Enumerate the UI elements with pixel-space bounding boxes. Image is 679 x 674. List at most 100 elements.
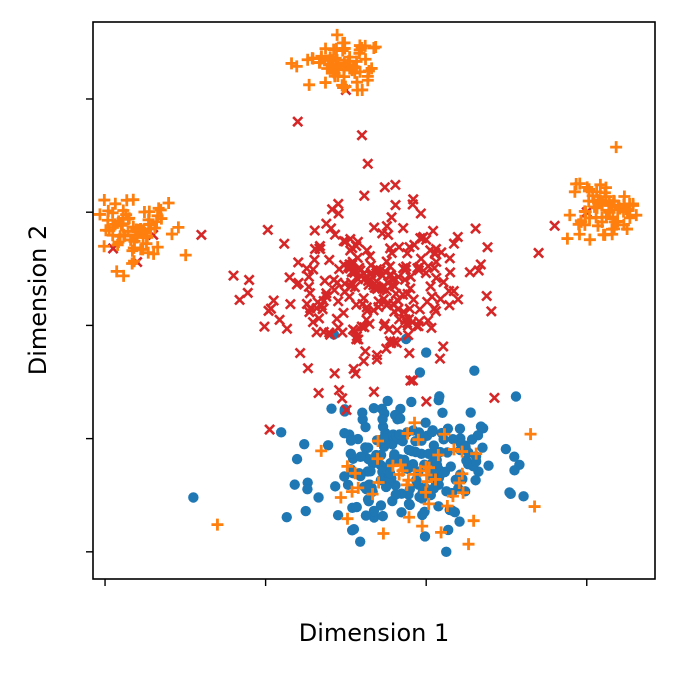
red-point <box>401 247 413 259</box>
red-point <box>452 293 464 305</box>
blue-point <box>420 417 431 428</box>
red-point <box>368 386 380 398</box>
red-point <box>258 321 270 333</box>
red-point <box>426 291 438 303</box>
red-point <box>278 238 290 250</box>
orange-point <box>402 511 415 524</box>
red-point <box>351 330 363 342</box>
red-point <box>413 316 425 328</box>
red-point <box>389 199 402 211</box>
red-point <box>353 262 365 274</box>
red-point <box>389 179 401 191</box>
orange-point <box>394 458 407 471</box>
orange-point <box>402 474 415 487</box>
red-point <box>329 367 341 379</box>
red-point <box>443 285 455 297</box>
red-point <box>309 225 321 237</box>
red-point <box>281 323 293 335</box>
orange-point <box>356 83 369 96</box>
blue-point <box>360 421 371 433</box>
red-point <box>308 254 321 266</box>
red-point <box>294 347 306 359</box>
orange-point <box>457 486 470 499</box>
orange-point <box>151 241 164 254</box>
red-point <box>265 303 277 315</box>
red-point <box>397 222 409 234</box>
orange-point <box>423 461 436 474</box>
orange-point <box>627 197 640 210</box>
red-point <box>371 349 383 361</box>
orange-point <box>617 218 630 231</box>
orange-point <box>165 228 178 241</box>
red-point <box>328 274 340 286</box>
orange-point <box>422 497 435 510</box>
orange-point <box>352 481 365 494</box>
red-point <box>380 266 392 278</box>
blue-point <box>396 507 407 518</box>
red-point <box>482 241 494 253</box>
red-point <box>333 384 345 396</box>
orange-point <box>99 224 112 237</box>
red-point <box>404 303 416 315</box>
orange-point <box>596 211 609 224</box>
blue-point <box>377 421 389 432</box>
orange-point <box>369 41 382 54</box>
red-point <box>361 314 373 326</box>
blue-point <box>351 501 362 513</box>
orange-point <box>456 445 469 458</box>
red-point <box>332 295 344 307</box>
red-point <box>407 374 419 386</box>
blue-point <box>289 479 300 490</box>
orange-point <box>563 209 576 222</box>
orange-point <box>172 221 185 234</box>
red-point <box>284 298 296 310</box>
red-point <box>371 263 383 275</box>
blue-point <box>434 391 445 402</box>
blue-point <box>420 347 432 358</box>
blue-point <box>368 402 380 414</box>
orange-point <box>109 197 122 210</box>
blue-point <box>363 479 375 490</box>
red-point <box>352 273 364 285</box>
blue-point <box>510 391 522 402</box>
orange-point <box>377 527 390 540</box>
red-point <box>407 198 419 210</box>
red-point <box>381 255 393 268</box>
blue-point <box>363 453 374 465</box>
blue-point <box>426 426 438 438</box>
red-point <box>340 404 352 416</box>
orange-point <box>456 467 469 480</box>
red-point <box>365 267 377 279</box>
blue-point <box>275 427 287 438</box>
orange-point <box>583 233 596 246</box>
blue-point <box>441 486 452 497</box>
orange-point <box>594 194 607 207</box>
red-point <box>332 198 344 210</box>
orange-point <box>117 269 130 282</box>
blue-point <box>470 475 481 486</box>
blue-point <box>326 403 337 414</box>
blue-point <box>505 488 516 500</box>
orange-point <box>143 218 156 231</box>
red-point <box>430 243 442 255</box>
red-point <box>452 231 464 243</box>
orange-point <box>372 476 385 489</box>
blue-point <box>322 440 334 451</box>
orange-point <box>574 214 587 227</box>
red-point <box>358 321 370 333</box>
red-point <box>368 304 380 316</box>
orange-point <box>453 476 466 489</box>
red-point <box>292 116 304 128</box>
red-point <box>331 313 343 325</box>
red-point <box>470 223 482 235</box>
red-point <box>333 207 345 219</box>
red-point <box>378 280 390 292</box>
orange-point <box>211 518 224 531</box>
blue-point <box>428 440 440 451</box>
blue-point <box>465 407 476 418</box>
red-point <box>356 321 368 333</box>
orange-point <box>583 183 596 196</box>
red-point <box>356 129 368 141</box>
blue-point <box>355 451 366 463</box>
red-point <box>549 220 561 232</box>
